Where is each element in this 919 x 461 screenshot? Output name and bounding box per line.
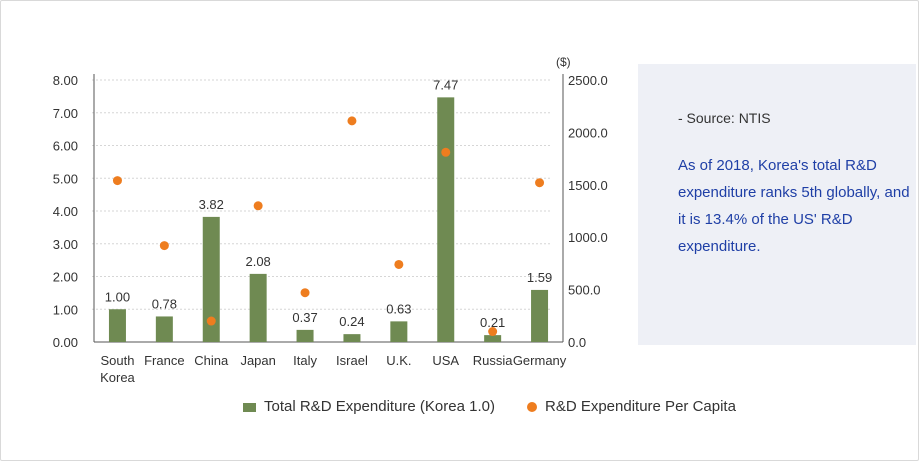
y-right-tick-label: 2500.0 — [568, 73, 608, 88]
y-right-tick-label: 500.0 — [568, 283, 601, 298]
y-right-tick-label: 0.0 — [568, 335, 586, 350]
bar-value-label: 3.82 — [199, 197, 224, 212]
x-category-label: France — [144, 353, 184, 368]
legend-item-per-capita: R&D Expenditure Per Capita — [527, 398, 736, 415]
y-right-tick-label: 2000.0 — [568, 125, 608, 140]
bar — [155, 316, 173, 342]
labels: 1.00 0.78 3.82 2.08 0.37 0.24 0.63 7.47 0.21 1.59… — [100, 77, 567, 385]
bars — [108, 97, 549, 342]
bar-value-label: 0.37 — [292, 310, 317, 325]
y-right-tick-label: 1500.0 — [568, 178, 608, 193]
source-text: - Source: NTIS — [678, 110, 771, 126]
gridlines — [92, 79, 552, 310]
bar-value-label: 0.63 — [386, 301, 411, 316]
y-left-tick-label: 8.00 — [53, 73, 78, 88]
x-category-label: Russia — [473, 353, 514, 368]
x-category-label: Germany — [513, 353, 567, 368]
y-right-tick-label: 1000.0 — [568, 230, 608, 245]
bar — [296, 329, 314, 342]
y-left-tick-label: 7.00 — [53, 106, 78, 121]
bar-value-label: 0.78 — [152, 296, 177, 311]
bar-value-label: 7.47 — [433, 77, 458, 92]
y-left-tick-label: 4.00 — [53, 204, 78, 219]
per-capita-point — [112, 176, 122, 186]
y-right-unit-label: ($) — [556, 55, 571, 69]
per-capita-point — [488, 327, 498, 337]
per-capita-point — [159, 241, 169, 251]
chart-canvas: 0.00 1.00 2.00 3.00 4.00 5.00 6.00 7.00 8.00 0.0 5… — [53, 55, 608, 385]
bar — [202, 216, 220, 342]
per-capita-point — [206, 316, 216, 326]
x-category-label: Korea — [100, 370, 135, 385]
legend: Total R&D Expenditure (Korea 1.0) R&D Ex… — [0, 398, 919, 422]
legend-bar-label: Total R&D Expenditure (Korea 1.0) — [264, 398, 495, 415]
x-category-label: Israel — [336, 353, 368, 368]
x-category-label: USA — [432, 353, 459, 368]
per-capita-point — [535, 178, 545, 188]
per-capita-point — [300, 288, 310, 298]
per-capita-point — [253, 201, 263, 211]
y-left-tick-label: 6.00 — [53, 139, 78, 154]
bar-value-label: 0.21 — [480, 315, 505, 330]
bar-value-label: 0.24 — [339, 314, 364, 329]
y-left-tick-label: 3.00 — [53, 237, 78, 252]
bar — [343, 334, 361, 342]
legend-item-total: Total R&D Expenditure (Korea 1.0) — [243, 398, 495, 415]
bar — [531, 289, 549, 342]
bar-value-label: 1.59 — [527, 270, 552, 285]
y-left-tick-label: 5.00 — [53, 171, 78, 186]
per-capita-point — [347, 116, 357, 126]
y-left-tick-label: 2.00 — [53, 270, 78, 285]
bar-value-label: 2.08 — [245, 254, 270, 269]
per-capita-point — [441, 147, 451, 157]
bar — [437, 97, 455, 342]
bar — [484, 335, 502, 342]
bar — [249, 273, 267, 342]
x-category-label: U.K. — [386, 353, 411, 368]
x-category-label: South — [100, 353, 134, 368]
axes: 0.00 1.00 2.00 3.00 4.00 5.00 6.00 7.00 8.00 0.0 5… — [53, 55, 608, 350]
per-capita-point — [394, 259, 404, 269]
bar — [390, 321, 408, 342]
note-panel: - Source: NTIS As of 2018, Korea's total… — [638, 64, 916, 345]
note-text: As of 2018, Korea's total R&D expenditur… — [678, 157, 910, 255]
x-category-label: Italy — [293, 353, 317, 368]
legend-dot-label: R&D Expenditure Per Capita — [545, 398, 736, 415]
bar — [108, 309, 126, 342]
x-category-label: China — [194, 353, 229, 368]
y-left-tick-label: 1.00 — [53, 302, 78, 317]
y-left-tick-label: 0.00 — [53, 335, 78, 350]
per-capita-dots — [112, 116, 545, 337]
bar-value-label: 1.00 — [105, 289, 130, 304]
legend-dot-swatch — [527, 402, 537, 413]
x-category-label: Japan — [240, 353, 275, 368]
legend-bar-swatch — [243, 402, 256, 412]
